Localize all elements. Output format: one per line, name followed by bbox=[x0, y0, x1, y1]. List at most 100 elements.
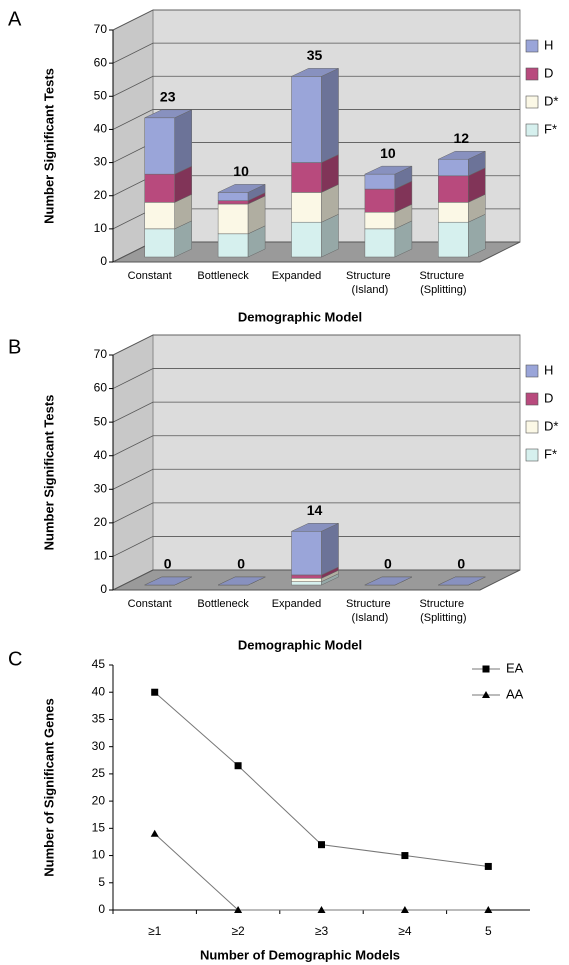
marker bbox=[234, 906, 243, 913]
y-tick-label: 20 bbox=[94, 515, 108, 529]
x-tick-label: Structure (Splitting) bbox=[419, 598, 467, 624]
x-tick-label: Constant bbox=[128, 598, 172, 610]
y-tick-label: 0 bbox=[100, 254, 107, 268]
y-axis-title: Number Significant Tests bbox=[41, 68, 56, 224]
y-tick-label: 40 bbox=[94, 448, 108, 462]
y-tick-label: 15 bbox=[92, 821, 106, 835]
bar-front bbox=[291, 531, 322, 576]
grid-line bbox=[112, 435, 520, 457]
legend-label: D bbox=[544, 390, 553, 405]
bar-front bbox=[291, 76, 322, 163]
bar-label: 23 bbox=[160, 89, 176, 105]
legend-swatch bbox=[525, 392, 539, 406]
bar-side bbox=[321, 522, 339, 576]
y-axis-title: Number of Significant Genes bbox=[41, 698, 56, 876]
y-tick-label: 60 bbox=[94, 55, 108, 69]
x-tick-label: ≥2 bbox=[231, 924, 245, 938]
marker bbox=[482, 665, 490, 673]
marker bbox=[318, 841, 325, 849]
grid-line bbox=[112, 334, 520, 356]
legend-swatch bbox=[525, 39, 539, 53]
bar-top bbox=[144, 109, 192, 119]
bar-front bbox=[364, 173, 396, 190]
grid-line bbox=[112, 536, 520, 557]
bar-front bbox=[438, 202, 469, 223]
y-axis-title: Number Significant Tests bbox=[41, 395, 56, 551]
legend-label: D bbox=[544, 65, 553, 80]
bar-label: 12 bbox=[454, 130, 470, 146]
x-tick-label: Expanded bbox=[272, 270, 322, 282]
grid-line bbox=[112, 468, 520, 490]
x-axis-title: Demographic Model bbox=[238, 309, 362, 324]
series-line bbox=[154, 691, 489, 867]
legend-label: D* bbox=[544, 418, 558, 433]
marker bbox=[400, 906, 409, 913]
bar-top bbox=[438, 576, 486, 586]
bar-front bbox=[291, 162, 322, 193]
legend-swatch bbox=[525, 364, 539, 378]
bar-label: 10 bbox=[233, 163, 249, 179]
x-tick-label: Structure (Splitting) bbox=[419, 270, 467, 296]
grid-line bbox=[112, 42, 520, 64]
y-tick-label: 30 bbox=[92, 739, 106, 753]
y-tick-label: 25 bbox=[92, 766, 106, 780]
y-tick-label: 10 bbox=[94, 549, 108, 563]
legend-label: H bbox=[544, 362, 553, 377]
bar-front bbox=[217, 203, 249, 235]
bar-top bbox=[144, 576, 192, 586]
x-tick-label: Bottleneck bbox=[197, 598, 249, 610]
y-tick-label: 70 bbox=[94, 22, 108, 36]
y-tick-label: 50 bbox=[94, 88, 108, 102]
marker bbox=[151, 688, 159, 696]
bar-front bbox=[291, 574, 322, 579]
bar-top bbox=[364, 165, 413, 175]
grid-line bbox=[112, 368, 520, 389]
grid-line bbox=[112, 502, 520, 524]
x-tick-label: Structure (Island) bbox=[346, 598, 394, 624]
legend-swatch bbox=[525, 420, 539, 434]
marker bbox=[484, 862, 492, 870]
bar-top bbox=[438, 150, 486, 160]
legend-label: AA bbox=[506, 686, 524, 701]
y-tick-label: 30 bbox=[94, 481, 108, 495]
y-tick-label: 30 bbox=[94, 155, 108, 169]
x-axis-title: Number of Demographic Models bbox=[200, 947, 400, 962]
y-tick-label: 70 bbox=[94, 347, 108, 361]
bar-label: 14 bbox=[307, 502, 323, 518]
y-tick-label: 60 bbox=[94, 381, 108, 395]
bar-label: 0 bbox=[164, 556, 172, 572]
x-tick-label: 5 bbox=[485, 924, 492, 938]
bar-front bbox=[291, 192, 322, 223]
y-tick-label: 35 bbox=[92, 712, 106, 726]
x-axis-title: Demographic Model bbox=[238, 637, 362, 652]
bar-top bbox=[364, 576, 413, 586]
x-tick-label: Expanded bbox=[272, 598, 322, 610]
side-wall bbox=[112, 334, 154, 591]
bar-label: 10 bbox=[380, 145, 396, 161]
y-tick-label: 0 bbox=[98, 902, 105, 916]
panel-label: A bbox=[8, 8, 22, 30]
x-tick-label: Constant bbox=[128, 270, 172, 282]
bar-top bbox=[291, 523, 339, 532]
bar-front bbox=[217, 233, 249, 258]
bar-front bbox=[438, 175, 469, 203]
bar-front bbox=[144, 228, 175, 258]
x-tick-label: ≥3 bbox=[315, 924, 329, 938]
bar-front bbox=[364, 228, 396, 258]
bar-label: 0 bbox=[384, 556, 392, 572]
marker bbox=[482, 691, 490, 698]
marker bbox=[317, 906, 326, 913]
grid-line bbox=[112, 401, 520, 423]
legend-label: F* bbox=[544, 121, 557, 136]
legend-label: EA bbox=[506, 660, 524, 675]
bar-front bbox=[438, 158, 469, 177]
grid-line bbox=[112, 9, 520, 31]
bar-front bbox=[144, 117, 175, 175]
marker bbox=[234, 762, 242, 770]
bar-front bbox=[438, 221, 469, 258]
legend-label: H bbox=[544, 37, 553, 52]
grid-line bbox=[112, 75, 520, 97]
y-tick-label: 10 bbox=[94, 221, 108, 235]
panel-label: B bbox=[8, 336, 21, 358]
panel-label: C bbox=[8, 648, 22, 670]
